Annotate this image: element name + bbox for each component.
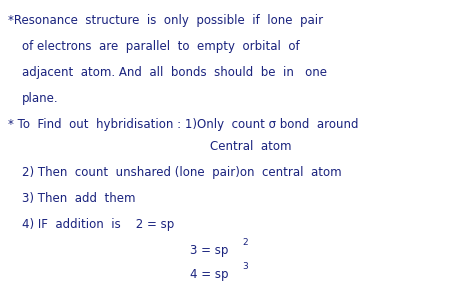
Text: 3: 3 xyxy=(242,262,248,271)
Text: Central  atom: Central atom xyxy=(210,140,292,153)
Text: 2) Then  count  unshared (lone  pair)on  central  atom: 2) Then count unshared (lone pair)on cen… xyxy=(22,166,342,179)
Text: 3 = sp: 3 = sp xyxy=(190,244,228,257)
Text: 4 = sp: 4 = sp xyxy=(190,268,228,281)
Text: 4) IF  addition  is    2 = sp: 4) IF addition is 2 = sp xyxy=(22,218,174,231)
Text: 3) Then  add  them: 3) Then add them xyxy=(22,192,136,205)
Text: * To  Find  out  hybridisation : 1)Only  count σ bond  around: * To Find out hybridisation : 1)Only cou… xyxy=(8,118,358,131)
Text: *Resonance  structure  is  only  possible  if  lone  pair: *Resonance structure is only possible if… xyxy=(8,14,323,27)
Text: plane.: plane. xyxy=(22,92,59,105)
Text: adjacent  atom. And  all  bonds  should  be  in   one: adjacent atom. And all bonds should be i… xyxy=(22,66,327,79)
Text: of electrons  are  parallel  to  empty  orbital  of: of electrons are parallel to empty orbit… xyxy=(22,40,300,53)
Text: 2: 2 xyxy=(242,238,247,247)
